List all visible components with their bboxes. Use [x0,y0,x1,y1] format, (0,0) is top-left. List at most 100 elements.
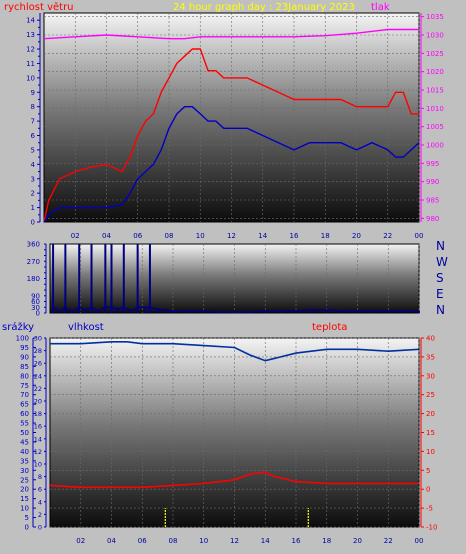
axis-tick-label: 985 [426,197,439,205]
axis-tick-label: 35 [426,353,435,361]
rain-label: srážky [2,321,34,333]
humidity-line [50,340,420,362]
axis-tick-label: 22 [383,232,392,240]
axis-tick-label: 10 [196,232,205,240]
axis-tick-label: 95 [20,344,29,352]
axis-tick-label: 10 [26,74,35,82]
axis-tick-label: 04 [107,537,116,545]
axis-tick-label: 06 [138,537,147,545]
axis-tick-label: 18 [321,232,330,240]
axis-tick-label: 270 [27,258,40,266]
axis-tick-label: 1000 [426,142,444,150]
axis-tick-label: 0 [36,310,40,318]
axis-tick-label: 12 [227,232,236,240]
axis-tick-label: 25 [426,391,435,399]
axis-tick-label: 3 [31,175,35,183]
humidity-grid [50,337,420,528]
axis-tick-label: 85 [20,363,29,371]
axis-tick-label: 2 [38,511,42,519]
axis-tick-label: 0 [426,486,430,494]
compass-n-top: N [436,239,445,253]
axis-tick-label: 35 [20,457,29,465]
axis-tick-label: 30 [34,335,42,343]
axis-tick-label: 5 [31,146,35,154]
axis-tick-label: 10 [426,448,435,456]
axis-tick-label: 60 [31,298,40,306]
axis-tick-label: 12 [26,46,35,54]
axis-tick-label: 40 [426,335,435,343]
axis-tick-label: 26 [34,360,42,368]
axis-tick-label: 15 [426,429,435,437]
axis-tick-label: 02 [71,232,80,240]
axis-tick-label: 55 [20,420,29,428]
axis-tick-label: 8 [38,473,42,481]
axis-tick-label: 10 [199,537,208,545]
axis-tick-label: 180 [27,275,40,283]
axis-tick-label: 4 [38,498,42,506]
axis-tick-label: 6 [38,486,42,494]
axis-tick-label: 990 [426,178,439,186]
chart-title: 24 hour graph day : 23January 2023 [173,2,355,13]
axis-tick-label: 60 [20,410,29,418]
axis-tick-label: 80 [20,372,29,380]
axis-tick-label: 980 [426,215,439,223]
axis-tick-label: 10 [20,505,29,513]
axis-tick-label: 65 [20,401,29,409]
pressure-label: tlak [371,2,390,13]
axis-tick-label: 1005 [426,123,444,131]
axis-tick-label: 30 [31,304,40,312]
axis-tick-label: 18 [34,410,42,418]
axis-tick-label: 14 [261,537,270,545]
humidity-series [49,340,420,527]
axis-tick-label: 04 [102,232,111,240]
series-line [43,28,419,40]
wind-speed-label: rychlost větru [4,1,74,13]
temperature-axis: -10 -5 0 5 10 15 20 25 30 35 40 [420,335,437,532]
axis-tick-label: 995 [426,160,439,168]
series-line [43,105,420,223]
axis-tick-label: 00 [415,232,424,240]
axis-tick-label: 5 [426,467,430,475]
axis-tick-label: 16 [34,423,42,431]
axis-tick-label: 1020 [426,68,444,76]
axis-tick-label: 08 [165,232,174,240]
axis-tick-label: 14 [258,232,267,240]
axis-tick-label: 0 [38,524,42,532]
axis-tick-label: 30 [20,467,29,475]
axis-tick-label: 5 [25,514,29,522]
axis-tick-label: 100 [16,335,29,343]
axis-tick-label: 70 [20,391,29,399]
axis-tick-label: 360 [27,241,40,249]
axis-tick-label: 11 [26,60,35,68]
axis-tick-label: 12 [230,537,239,545]
axis-tick-label: 14 [34,435,42,443]
axis-tick-label: 1 [31,204,35,212]
compass-n-bottom: N [436,303,445,317]
axis-tick-label: 0 [31,219,35,227]
axis-tick-label: 24 [34,372,42,380]
axis-tick-label: 12 [34,448,42,456]
humidity-label: vlhkost [68,322,104,333]
axis-tick-label: 13 [26,31,35,39]
direction-series [52,244,420,313]
axis-tick-label: 50 [20,429,29,437]
humidity-temp-panel: 0510152025303540455055606570758085909510… [16,335,438,546]
axis-tick-label: 28 [34,347,42,355]
axis-tick-label: 18 [322,537,331,545]
axis-tick-label: 30 [426,372,435,380]
axis-tick-label: 6 [31,132,36,140]
axis-tick-label: 1035 [426,13,444,21]
compass-w: W [436,255,448,269]
axis-tick-label: 1015 [426,87,444,95]
axis-tick-label: 22 [34,385,42,393]
axis-tick-label: 75 [20,382,29,390]
axis-tick-label: 06 [133,232,142,240]
axis-tick-label: 1025 [426,50,444,58]
direction-line [52,306,419,313]
axis-tick-label: 16 [292,537,301,545]
axis-tick-label: 20 [353,537,362,545]
axis-tick-label: 7 [31,118,35,126]
